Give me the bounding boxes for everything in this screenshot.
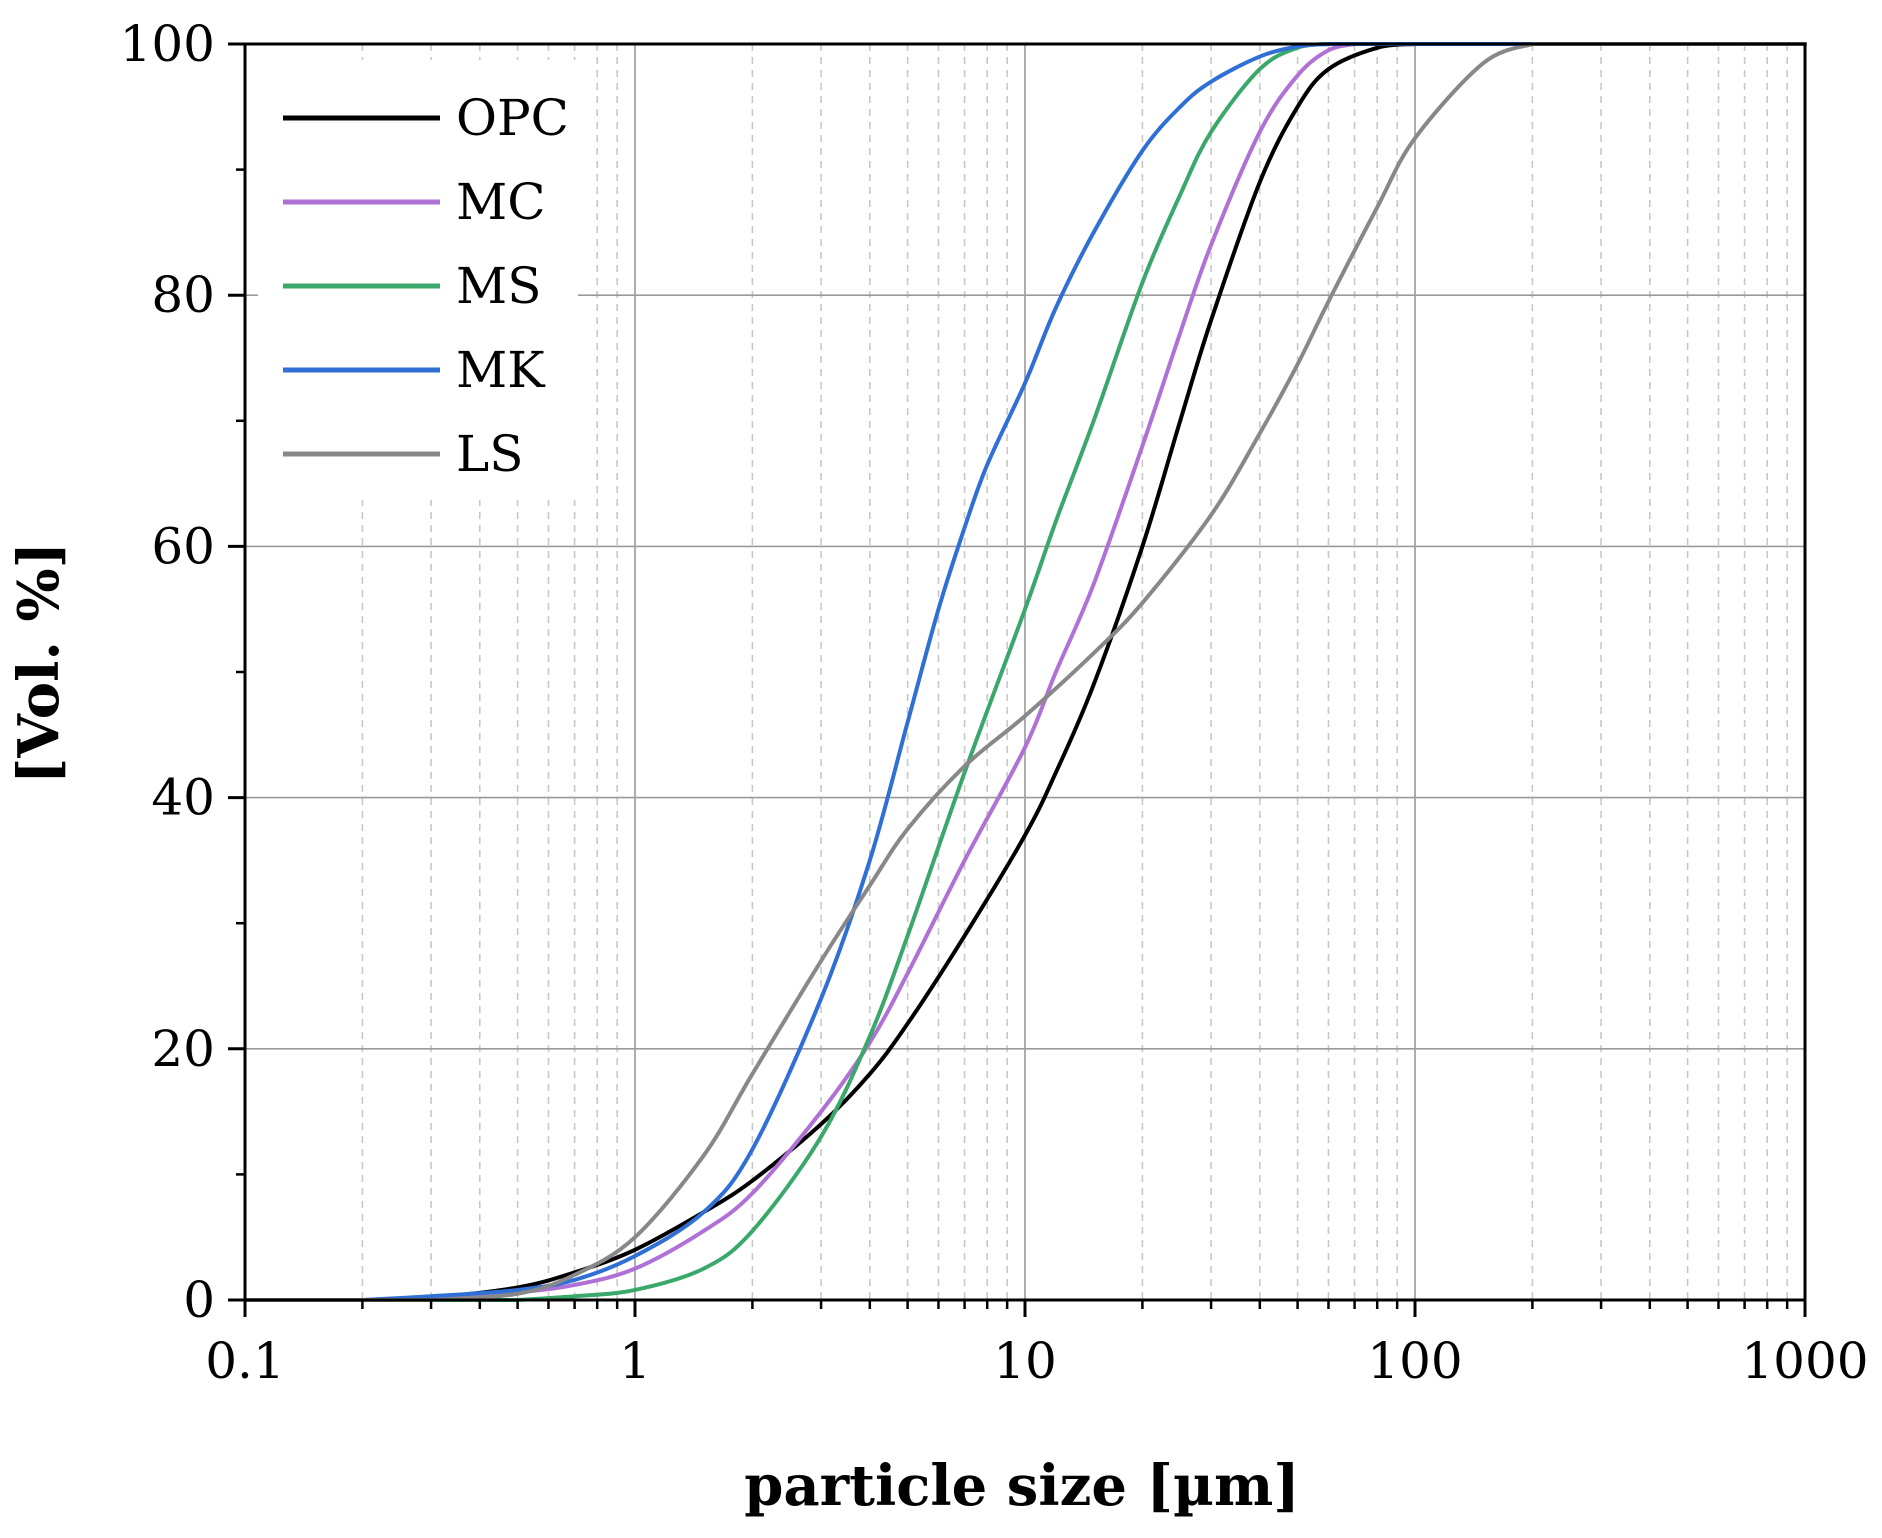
x-axis-title: particle size [µm] [744, 1453, 1300, 1519]
y-tick-label: 80 [151, 266, 215, 324]
legend-label-ms: MS [456, 257, 541, 315]
y-tick-label: 60 [151, 517, 215, 575]
x-tick-label: 100 [1367, 1332, 1462, 1390]
x-tick-label: 10 [993, 1332, 1057, 1390]
y-tick-label: 40 [151, 769, 215, 827]
x-tick-label: 1000 [1741, 1332, 1868, 1390]
y-axis-title: [Vol. %] [6, 542, 72, 784]
legend-label-opc: OPC [456, 89, 569, 147]
legend: OPC MC MS MK LS [258, 60, 578, 500]
legend-label-mc: MC [456, 173, 545, 231]
legend-label-ls: LS [456, 425, 523, 483]
y-tick-label: 20 [151, 1020, 215, 1078]
y-tick-label: 0 [183, 1271, 215, 1329]
axis-layer: 0.1 1 10 100 1000 0 20 40 60 80 100 [120, 15, 1869, 1390]
x-tick-label: 0.1 [205, 1332, 285, 1390]
y-tick-label: 100 [120, 15, 215, 73]
x-tick-label: 1 [619, 1332, 651, 1390]
legend-label-mk: MK [456, 341, 546, 399]
legend-background [258, 60, 578, 500]
